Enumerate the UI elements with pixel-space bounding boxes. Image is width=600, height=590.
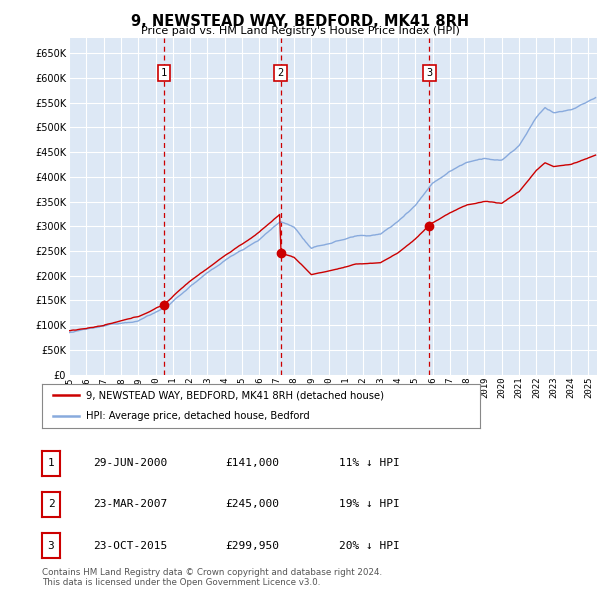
Text: 23-OCT-2015: 23-OCT-2015: [93, 541, 167, 550]
Text: Contains HM Land Registry data © Crown copyright and database right 2024.
This d: Contains HM Land Registry data © Crown c…: [42, 568, 382, 587]
Text: 1: 1: [161, 68, 167, 78]
Text: 9, NEWSTEAD WAY, BEDFORD, MK41 8RH: 9, NEWSTEAD WAY, BEDFORD, MK41 8RH: [131, 14, 469, 28]
Text: HPI: Average price, detached house, Bedford: HPI: Average price, detached house, Bedf…: [86, 411, 310, 421]
Text: 23-MAR-2007: 23-MAR-2007: [93, 500, 167, 509]
Text: 3: 3: [426, 68, 433, 78]
Text: 19% ↓ HPI: 19% ↓ HPI: [339, 500, 400, 509]
Text: £141,000: £141,000: [225, 458, 279, 468]
Text: 2: 2: [277, 68, 284, 78]
Text: 11% ↓ HPI: 11% ↓ HPI: [339, 458, 400, 468]
Text: 1: 1: [47, 458, 55, 468]
Text: £245,000: £245,000: [225, 500, 279, 509]
Text: 29-JUN-2000: 29-JUN-2000: [93, 458, 167, 468]
Text: 9, NEWSTEAD WAY, BEDFORD, MK41 8RH (detached house): 9, NEWSTEAD WAY, BEDFORD, MK41 8RH (deta…: [86, 391, 384, 401]
Text: £299,950: £299,950: [225, 541, 279, 550]
Text: 2: 2: [47, 500, 55, 509]
Text: 3: 3: [47, 541, 55, 550]
Text: 20% ↓ HPI: 20% ↓ HPI: [339, 541, 400, 550]
Text: Price paid vs. HM Land Registry's House Price Index (HPI): Price paid vs. HM Land Registry's House …: [140, 26, 460, 36]
